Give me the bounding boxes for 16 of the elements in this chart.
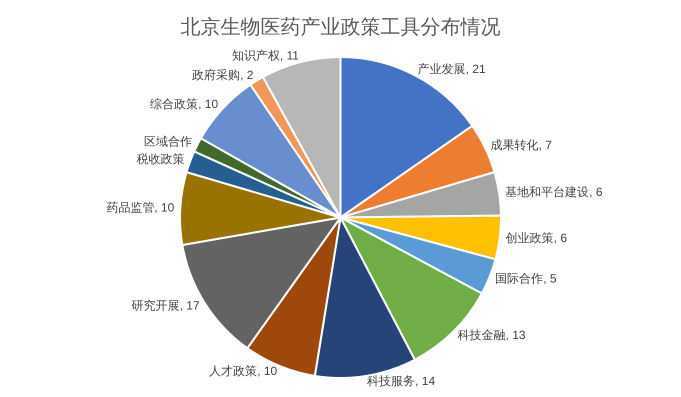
chart-title: 北京生物医药产业政策工具分布情况 — [180, 16, 500, 39]
slice-label: 综合政策, 10 — [150, 96, 218, 111]
slice-label: 知识产权, 11 — [232, 48, 300, 63]
slice-label: 政府采购, 2 — [192, 68, 254, 82]
slice-label: 税收政策 — [136, 152, 184, 166]
slice-label: 研究开展, 17 — [132, 298, 200, 313]
slice-label: 产业发展, 21 — [418, 62, 486, 76]
slice-label: 科技金融, 13 — [458, 328, 526, 342]
slice-label: 科技服务, 14 — [367, 374, 436, 388]
slice-label: 成果转化, 7 — [490, 138, 552, 152]
slice-label: 人才政策, 10 — [209, 364, 278, 378]
slice-label: 药品监管, 10 — [106, 200, 175, 214]
slice-label: 基地和平台建设, 6 — [505, 185, 603, 200]
slice-label: 创业政策, 6 — [506, 230, 568, 245]
slice-label: 国际合作, 5 — [495, 271, 557, 286]
slice-label: 区域合作 — [144, 134, 192, 148]
